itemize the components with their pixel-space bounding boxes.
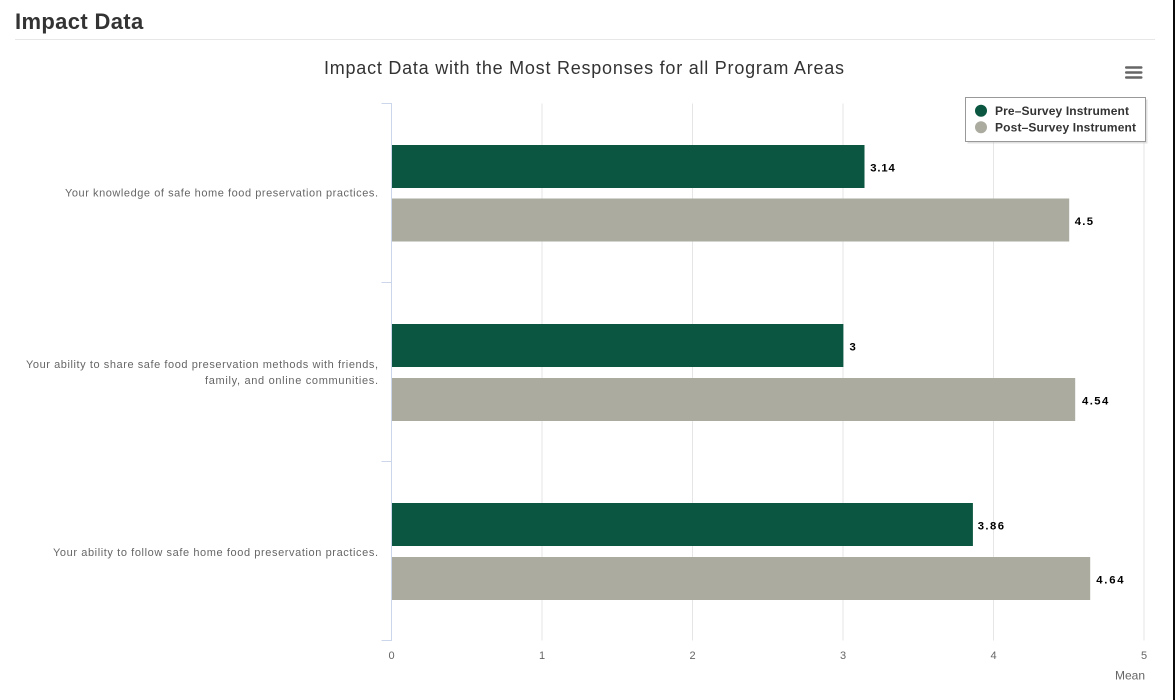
svg-text:family, and online communities: family, and online communities. <box>205 375 378 387</box>
svg-text:0: 0 <box>388 650 394 662</box>
svg-text:1: 1 <box>539 650 545 662</box>
svg-text:3: 3 <box>850 341 856 353</box>
svg-text:Your ability to follow safe ho: Your ability to follow safe home food pr… <box>53 547 378 559</box>
svg-text:3.86: 3.86 <box>978 520 1004 532</box>
svg-text:Impact Data with the Most Resp: Impact Data with the Most Responses for … <box>324 58 844 78</box>
svg-text:4.54: 4.54 <box>1082 395 1109 407</box>
svg-text:3: 3 <box>840 650 846 662</box>
svg-text:Your ability to share safe foo: Your ability to share safe food preserva… <box>26 359 378 371</box>
svg-text:4.64: 4.64 <box>1096 574 1124 586</box>
svg-text:4.5: 4.5 <box>1075 216 1093 228</box>
svg-text:3.14: 3.14 <box>870 162 895 174</box>
svg-text:2: 2 <box>689 650 695 662</box>
svg-text:4: 4 <box>990 650 996 662</box>
svg-text:Pre–Survey Instrument: Pre–Survey Instrument <box>995 104 1129 118</box>
svg-text:Your knowledge of safe home fo: Your knowledge of safe home food preserv… <box>65 188 378 200</box>
svg-text:Mean: Mean <box>1115 669 1145 683</box>
svg-text:Post–Survey Instrument: Post–Survey Instrument <box>995 120 1136 134</box>
svg-text:5: 5 <box>1141 650 1147 662</box>
svg-text:Impact Data: Impact Data <box>15 9 144 34</box>
